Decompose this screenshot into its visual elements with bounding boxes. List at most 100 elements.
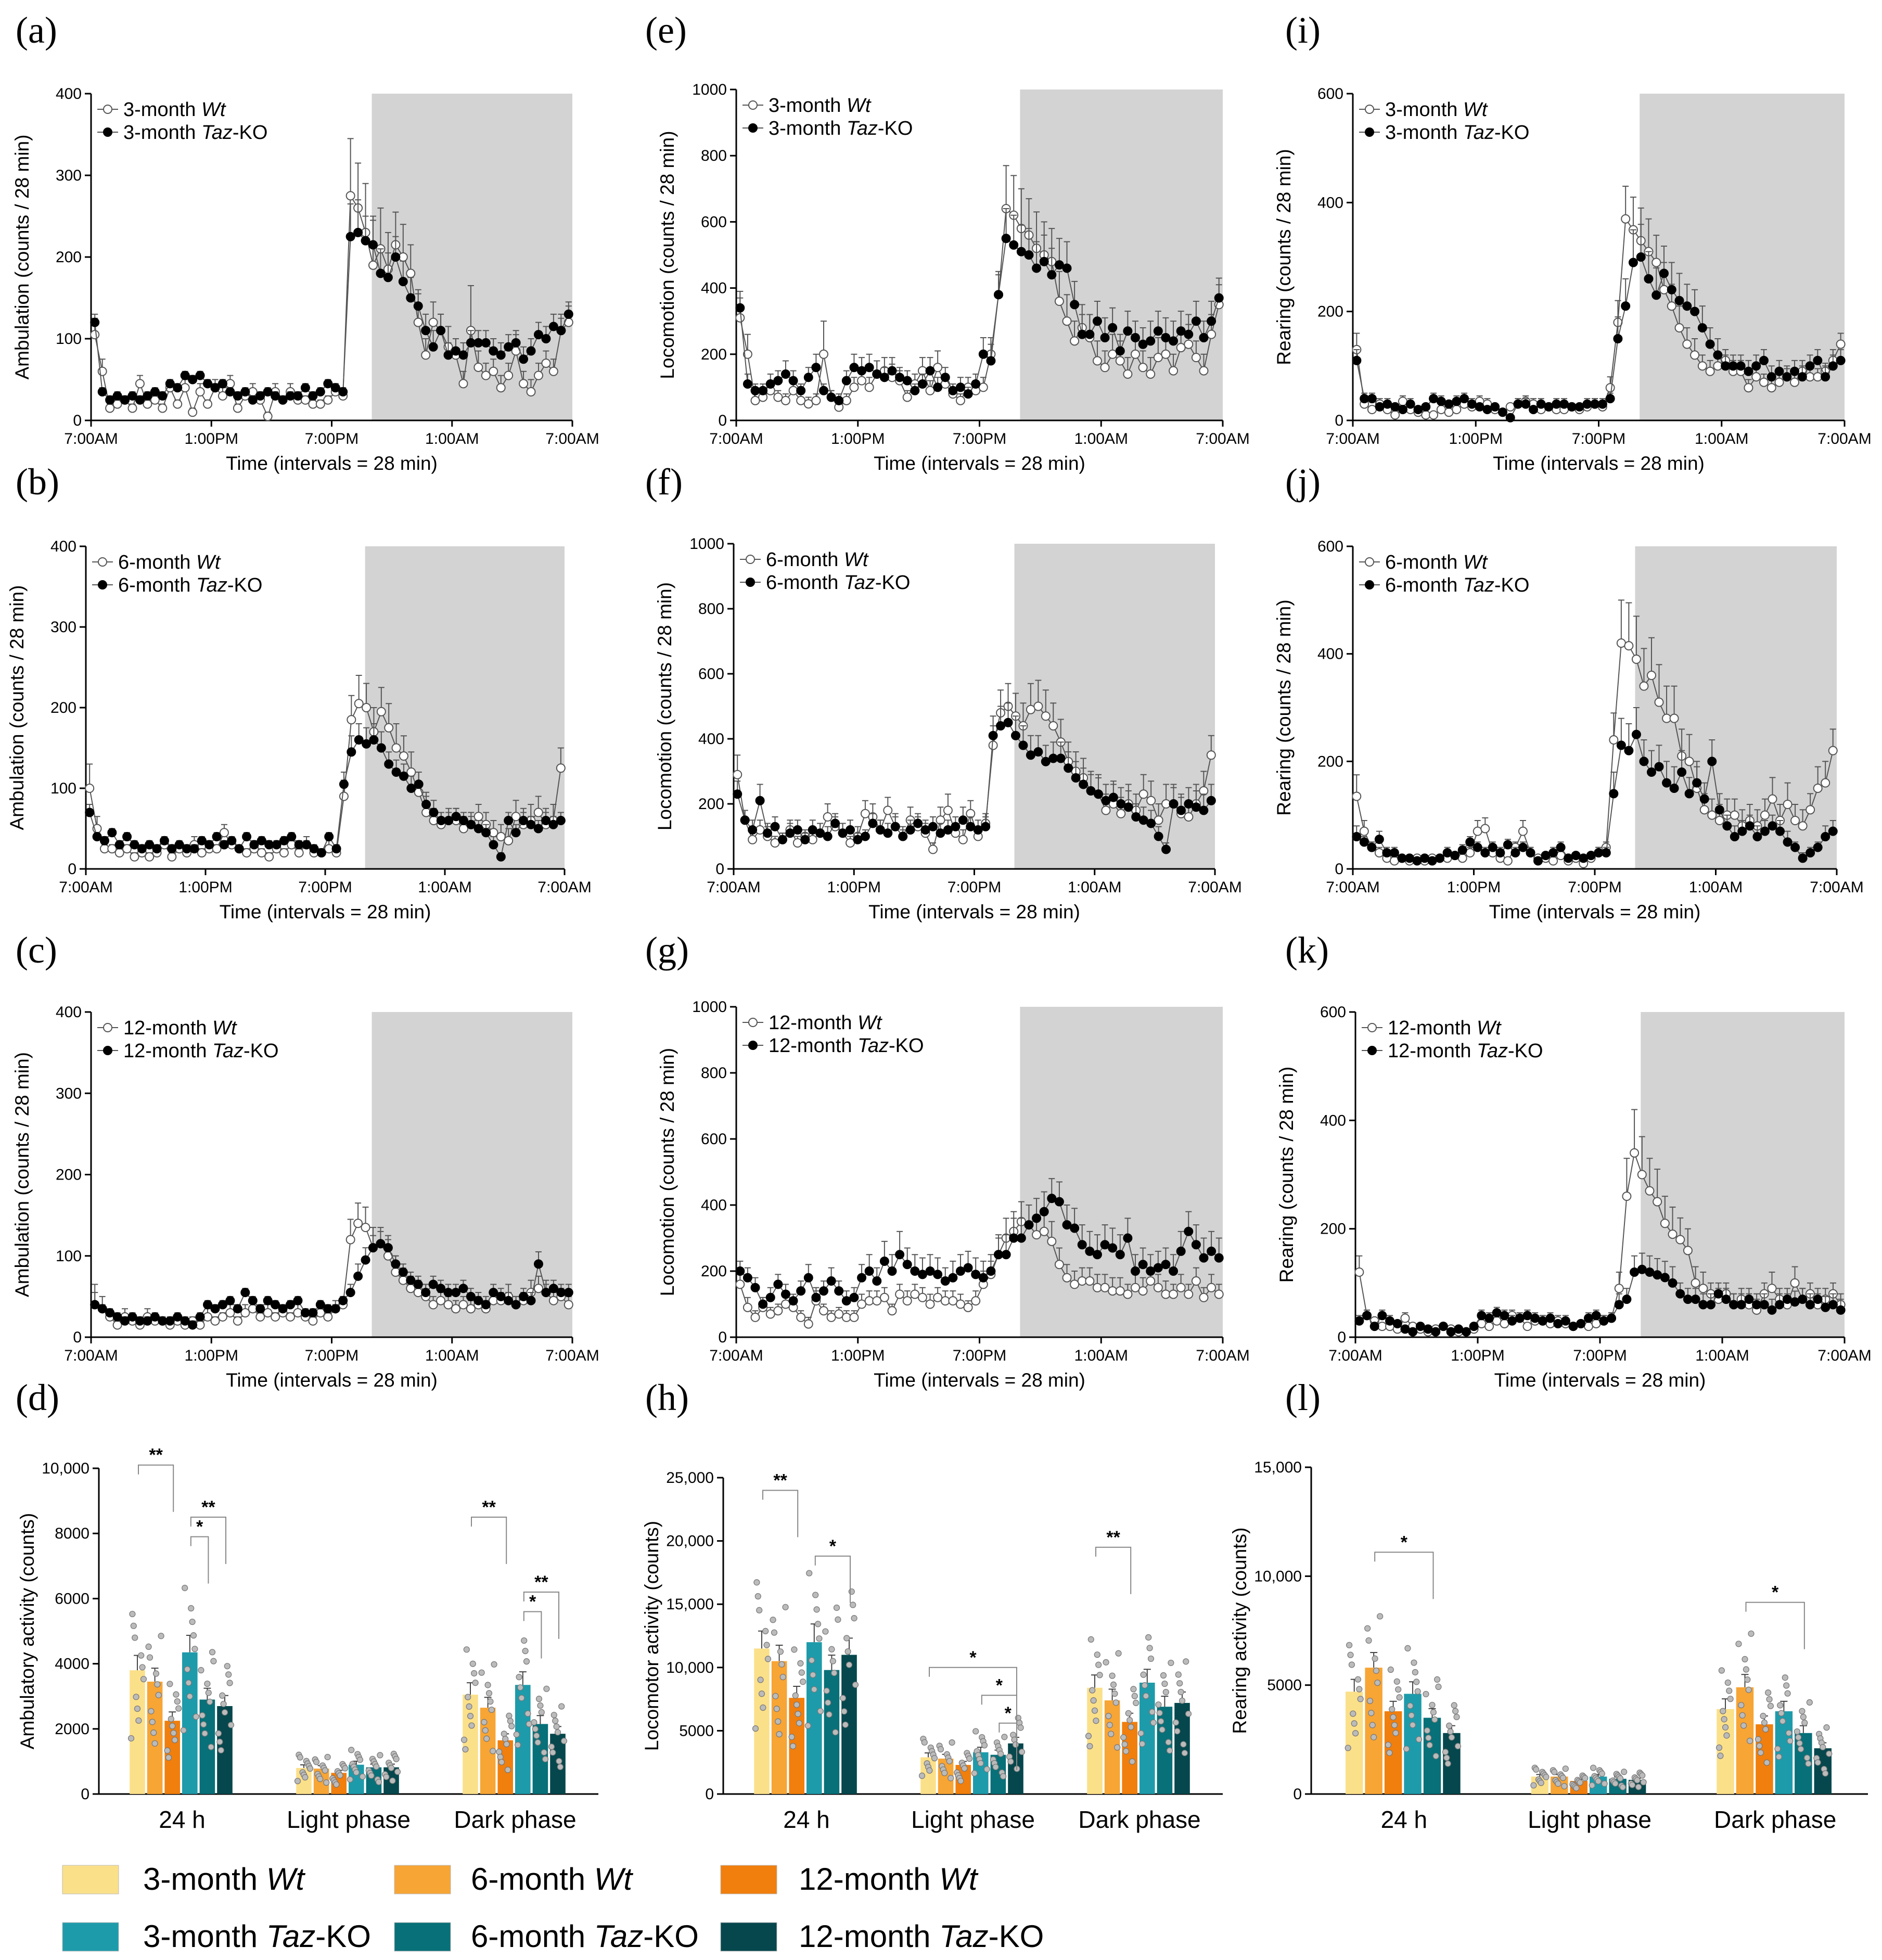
individual-point [1794, 1728, 1800, 1735]
data-point [519, 1291, 529, 1301]
individual-point [1141, 1682, 1148, 1689]
data-point [1100, 333, 1110, 342]
data-point [1828, 361, 1838, 371]
y-tick-label: 6000 [55, 1590, 89, 1607]
data-point [548, 1296, 558, 1305]
individual-point [813, 1606, 820, 1613]
data-point [257, 836, 266, 846]
data-point [1047, 1194, 1057, 1203]
individual-point [1093, 1718, 1099, 1724]
individual-point [752, 1725, 759, 1732]
individual-point [226, 1680, 233, 1686]
y-tick-label: 300 [56, 1085, 82, 1102]
data-point [1359, 826, 1369, 836]
significance-label: * [529, 1592, 536, 1611]
panel-letter-a: (a) [16, 9, 57, 51]
data-point [1691, 1295, 1700, 1304]
data-point [864, 382, 874, 392]
data-point [1675, 1235, 1685, 1245]
individual-point [322, 1767, 328, 1774]
data-point [189, 844, 199, 854]
data-point [1821, 778, 1830, 788]
individual-point [502, 1736, 509, 1743]
x-tick-label: 7:00AM [1326, 430, 1379, 447]
x-tick-label: 1:00PM [831, 430, 885, 447]
data-point [384, 723, 394, 733]
individual-point [1444, 1760, 1451, 1767]
data-point [1767, 1284, 1777, 1293]
data-point [1469, 1322, 1479, 1331]
data-point [1041, 711, 1051, 721]
data-point [1054, 260, 1064, 270]
data-point [533, 1284, 543, 1293]
data-point [902, 376, 912, 386]
data-point [765, 379, 775, 389]
individual-point [1000, 1773, 1007, 1780]
data-point [368, 240, 378, 250]
y-tick-label: 4000 [55, 1656, 89, 1673]
individual-point [792, 1692, 799, 1699]
individual-point [949, 1739, 955, 1746]
data-point [1047, 1236, 1057, 1246]
individual-point [1723, 1732, 1730, 1739]
data-point [1199, 1292, 1209, 1302]
individual-point [188, 1605, 195, 1612]
data-point [315, 399, 325, 409]
data-point [1568, 1322, 1578, 1331]
data-point [1669, 784, 1679, 793]
data-point [792, 825, 802, 835]
data-point [1085, 1276, 1095, 1286]
individual-point [533, 1732, 540, 1739]
legend-label: 6-month Wt [118, 552, 221, 573]
data-point [1813, 842, 1823, 852]
significance-label: * [829, 1536, 837, 1556]
data-point [1836, 355, 1846, 365]
individual-point [1621, 1769, 1628, 1775]
data-point [466, 819, 476, 829]
data-point [1077, 329, 1087, 339]
series-taz-ko [733, 702, 1216, 854]
data-point [413, 317, 423, 327]
data-point [933, 1270, 943, 1279]
individual-point [140, 1676, 147, 1683]
individual-point [1447, 1728, 1454, 1735]
individual-point [207, 1698, 213, 1705]
data-point [143, 1316, 152, 1326]
y-tick-label: 800 [701, 147, 727, 164]
x-tick-label: 7:00AM [1817, 430, 1871, 447]
individual-point [174, 1698, 181, 1705]
individual-point [981, 1742, 988, 1749]
individual-point [342, 1765, 349, 1772]
individual-point [957, 1777, 964, 1784]
individual-point [191, 1646, 198, 1652]
data-point [978, 349, 988, 359]
individual-point [389, 1777, 396, 1784]
individual-point [1826, 1750, 1833, 1757]
data-point [1714, 816, 1724, 825]
y-axis-label: Ambulation (counts / 28 min) [6, 585, 28, 830]
data-point [1567, 402, 1577, 412]
data-point [165, 379, 175, 389]
individual-point [1797, 1746, 1804, 1752]
individual-point [488, 1706, 495, 1713]
individual-point [1090, 1697, 1097, 1704]
data-point [955, 1299, 965, 1309]
individual-point [549, 1749, 556, 1756]
data-point [1497, 407, 1507, 417]
individual-point [1805, 1760, 1812, 1767]
data-point [361, 236, 370, 246]
individual-point [155, 1692, 162, 1698]
data-point [1176, 326, 1186, 336]
data-point [1707, 810, 1717, 820]
individual-point [1377, 1613, 1384, 1620]
data-point [1500, 1318, 1509, 1328]
data-point [872, 1296, 882, 1306]
data-point [1713, 1289, 1723, 1299]
data-point [796, 1312, 806, 1322]
individual-point [1722, 1724, 1729, 1731]
individual-point [129, 1610, 136, 1618]
group-legend: 3-month Wt 6-month Wt 12-month Wt 3-mont… [62, 1862, 1044, 1954]
significance-bracket [929, 1667, 1017, 1714]
individual-point [1721, 1716, 1727, 1723]
